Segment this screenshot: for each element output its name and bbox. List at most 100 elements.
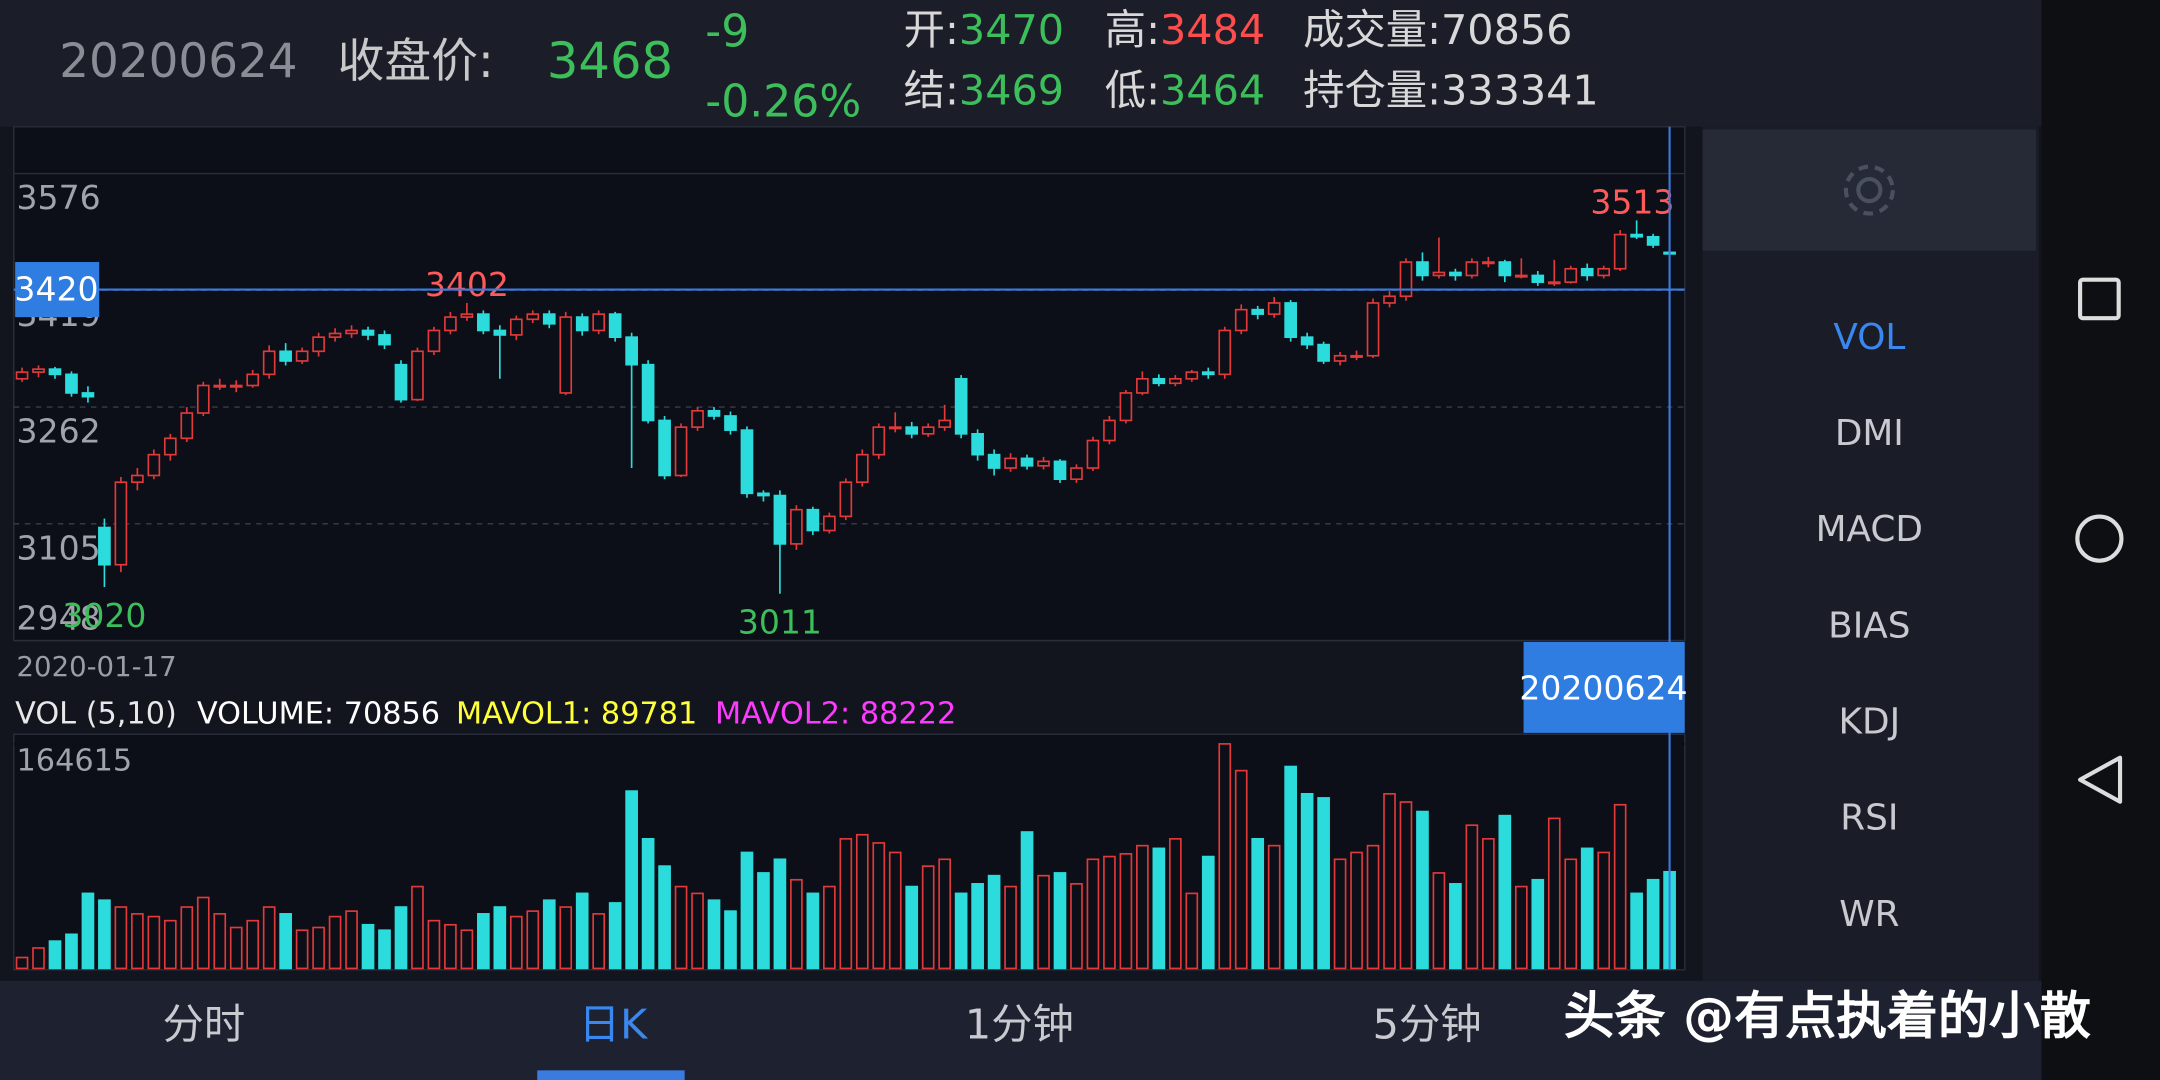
tab[interactable]: 5分钟	[1373, 1001, 1482, 1049]
settle-label: 结:	[904, 67, 959, 115]
candle-body	[81, 392, 95, 398]
change-pct: -0.26%	[705, 77, 861, 128]
candle-body	[938, 419, 952, 428]
candle-body	[658, 419, 671, 477]
recent-apps-button[interactable]	[2078, 277, 2121, 321]
candle-body	[1432, 271, 1446, 277]
candle-body	[1185, 371, 1199, 380]
candle-body	[163, 437, 177, 456]
volume-bar	[229, 926, 243, 970]
open-label: 开:	[904, 6, 959, 54]
high-field: 高:3484	[1105, 6, 1265, 54]
low-field: 低:3464	[1105, 67, 1265, 115]
candle-body	[1168, 377, 1182, 385]
candle-body	[262, 350, 276, 376]
candle-body	[526, 313, 540, 321]
volume-bar	[48, 940, 62, 970]
volume-bar	[1086, 858, 1100, 970]
settings-button[interactable]	[1702, 129, 2037, 251]
volume-bar	[279, 913, 292, 970]
indicator-item[interactable]: KDJ	[1839, 701, 1901, 742]
volume-bar	[1366, 844, 1380, 970]
volume-bar	[724, 910, 737, 970]
volume-bar	[477, 913, 490, 970]
volume-bar	[1350, 851, 1363, 970]
nav-bar	[2041, 0, 2160, 1080]
back-button[interactable]	[2078, 755, 2123, 804]
home-button[interactable]	[2075, 514, 2124, 563]
volume-bar	[740, 851, 754, 970]
indicator-item[interactable]: DMI	[1835, 413, 1904, 454]
volume-title: VOL (5,10)	[15, 696, 177, 731]
candle-body	[196, 384, 210, 414]
watermark: 头条 @有点执着的小散	[1564, 987, 2091, 1046]
candle-body	[312, 336, 325, 353]
candle-body	[32, 368, 45, 373]
indicator-item[interactable]: MACD	[1816, 509, 1923, 550]
candle-body	[1267, 302, 1281, 315]
candle-body	[1103, 419, 1116, 442]
candle-body	[559, 316, 573, 394]
volume-bar	[1482, 838, 1495, 970]
volume-bar	[1333, 858, 1347, 970]
volume-bar	[81, 892, 95, 970]
volume-bar	[987, 874, 1001, 970]
tab[interactable]: 日K	[579, 1001, 648, 1049]
volume-bar	[542, 899, 556, 970]
candle-body	[757, 492, 770, 497]
candle-body	[361, 329, 375, 336]
indicator-item[interactable]: BIAS	[1828, 605, 1910, 646]
volume-bar	[971, 883, 984, 970]
candle-body	[1399, 261, 1413, 298]
candle-body	[1070, 467, 1083, 481]
volume-bar	[427, 919, 441, 970]
candle-body	[542, 313, 556, 325]
candle-body	[1482, 261, 1495, 265]
volume-bar	[196, 896, 210, 970]
tab-underline	[537, 1070, 685, 1080]
volume-bar	[806, 892, 820, 970]
volume-bar	[1251, 838, 1265, 970]
volume-bar	[246, 919, 260, 970]
volume-bar	[1416, 810, 1429, 970]
volume-bar	[526, 910, 540, 970]
volume-bar	[328, 915, 342, 970]
volume-bar	[757, 872, 770, 970]
indicator-item[interactable]: RSI	[1840, 798, 1898, 839]
volume-bar	[147, 915, 161, 970]
volume-bar	[707, 899, 721, 970]
volume-label: 成交量:	[1303, 6, 1441, 54]
candle-body	[971, 433, 984, 456]
volume-bar	[1218, 743, 1232, 970]
candle-body	[1218, 329, 1232, 376]
volume-bar	[1399, 801, 1413, 970]
volume-bar	[608, 902, 622, 970]
indicator-item[interactable]: VOL	[1833, 317, 1905, 358]
volume-bar	[905, 885, 919, 970]
candle-body	[229, 384, 243, 388]
volume-bar	[444, 923, 457, 970]
tab[interactable]: 分时	[163, 1001, 246, 1049]
candle-body	[345, 329, 358, 335]
candle-body	[147, 453, 161, 477]
candle-body	[411, 350, 424, 401]
indicator-item[interactable]: WR	[1839, 894, 1899, 935]
candle-body	[444, 316, 457, 332]
volume-bar	[954, 892, 968, 970]
candle-body	[691, 409, 704, 428]
volume-bar	[1004, 885, 1017, 970]
volume-bar	[1284, 765, 1297, 970]
open-value: 3470	[959, 6, 1064, 54]
tab[interactable]: 1分钟	[965, 1001, 1074, 1049]
candle-body	[1416, 261, 1429, 277]
volume-bar	[1267, 844, 1281, 970]
candle-body	[575, 316, 589, 332]
volume-bar	[1201, 855, 1215, 970]
candle-body	[1465, 261, 1479, 277]
volume-bar	[15, 956, 29, 970]
volume-bar	[345, 910, 358, 970]
volume-bar	[1597, 851, 1611, 970]
candle-body	[1234, 308, 1248, 332]
volume-bar	[1432, 872, 1446, 970]
